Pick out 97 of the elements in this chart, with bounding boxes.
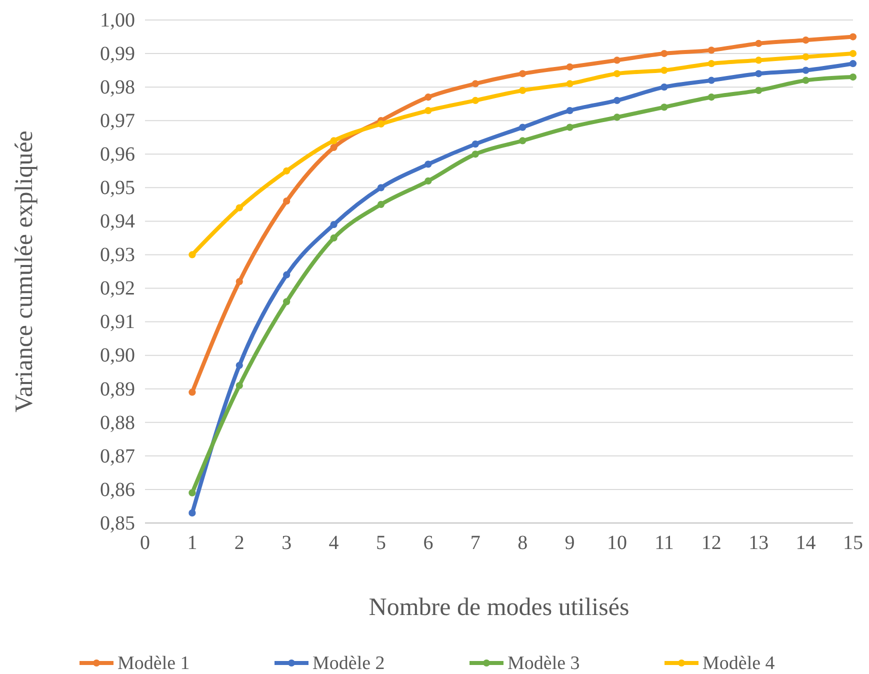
point	[660, 66, 668, 74]
x-tick-label: 6	[423, 532, 434, 554]
point	[236, 278, 243, 286]
point	[613, 70, 621, 78]
point	[660, 84, 668, 91]
point	[802, 53, 810, 60]
point	[519, 70, 526, 78]
point	[236, 204, 243, 212]
point	[755, 70, 762, 78]
point	[755, 56, 762, 64]
point	[424, 94, 432, 101]
point	[708, 60, 715, 68]
legend-label: Modèle 2	[312, 653, 385, 674]
x-tick-label: 2	[234, 532, 244, 554]
point	[330, 234, 338, 242]
point	[188, 509, 196, 516]
point	[613, 96, 621, 104]
x-tick-label: 9	[564, 532, 575, 554]
point	[472, 80, 479, 88]
x-tick-label: 5	[376, 532, 386, 554]
point	[849, 60, 857, 68]
point	[472, 140, 479, 148]
x-tick-label: 0	[140, 532, 150, 554]
point	[660, 50, 668, 58]
point	[566, 80, 574, 88]
point	[283, 298, 290, 306]
point	[755, 40, 762, 48]
x-tick-label: 10	[607, 532, 627, 554]
point	[613, 114, 621, 121]
point	[424, 160, 432, 168]
point	[188, 388, 196, 396]
legend-label: Modèle 1	[118, 653, 190, 674]
point	[377, 120, 385, 128]
y-tick-label: 0,87	[100, 445, 135, 468]
point	[613, 56, 621, 64]
point	[236, 382, 243, 390]
point	[236, 362, 243, 369]
y-tick-label: 0,95	[100, 177, 135, 200]
point	[424, 106, 432, 114]
point	[188, 489, 196, 496]
point	[283, 271, 290, 278]
y-tick-label: 0,96	[100, 144, 135, 166]
x-tick-label: 11	[654, 532, 674, 554]
point	[519, 124, 526, 131]
x-tick-label: 7	[470, 532, 480, 554]
y-tick-label: 1,00	[100, 9, 135, 32]
y-tick-label: 0,85	[100, 512, 135, 534]
point	[566, 63, 574, 71]
point	[708, 94, 715, 101]
point	[330, 144, 338, 151]
x-tick-label: 1	[187, 532, 198, 554]
point	[472, 96, 479, 104]
legend-label: Modèle 3	[508, 653, 580, 674]
y-tick-label: 0,98	[100, 76, 135, 98]
point	[802, 76, 810, 84]
point	[424, 177, 432, 185]
point	[377, 200, 385, 208]
y-tick-label: 0,97	[100, 110, 135, 132]
y-tick-label: 0,99	[100, 42, 135, 65]
point	[519, 137, 526, 144]
point	[660, 104, 668, 111]
y-axis-title: Variance cumulée expliquée	[11, 130, 38, 412]
point	[472, 150, 479, 158]
point	[802, 66, 810, 74]
x-tick-label: 12	[701, 532, 722, 554]
y-tick-label: 0,90	[100, 344, 135, 367]
point	[849, 50, 857, 58]
point	[849, 33, 857, 40]
y-tick-label: 0,86	[100, 478, 135, 501]
point	[377, 184, 385, 192]
x-tick-label: 13	[748, 532, 769, 554]
point	[755, 86, 762, 94]
x-tick-label: 4	[328, 532, 339, 554]
point	[519, 86, 526, 94]
y-tick-label: 0,88	[100, 412, 135, 434]
point	[188, 251, 196, 258]
point	[802, 36, 810, 44]
y-tick-label: 0,89	[100, 378, 135, 400]
point	[330, 137, 338, 144]
point	[566, 124, 574, 131]
x-axis-title: Nombre de modes utilisés	[368, 594, 630, 621]
y-tick-label: 0,92	[100, 278, 135, 300]
x-tick-label: 8	[518, 532, 528, 554]
point	[283, 198, 290, 205]
point	[566, 106, 574, 114]
x-tick-label: 14	[796, 532, 816, 554]
x-tick-label: 15	[843, 532, 863, 554]
x-tick-label: 3	[282, 532, 292, 554]
point	[708, 46, 715, 54]
point	[708, 76, 715, 84]
y-tick-label: 0,94	[100, 210, 135, 233]
legend-label: Modèle 4	[702, 653, 776, 674]
y-tick-label: 0,93	[100, 244, 135, 266]
point	[849, 73, 857, 81]
point	[283, 167, 290, 174]
point	[330, 220, 338, 228]
y-tick-label: 0,91	[100, 311, 135, 334]
